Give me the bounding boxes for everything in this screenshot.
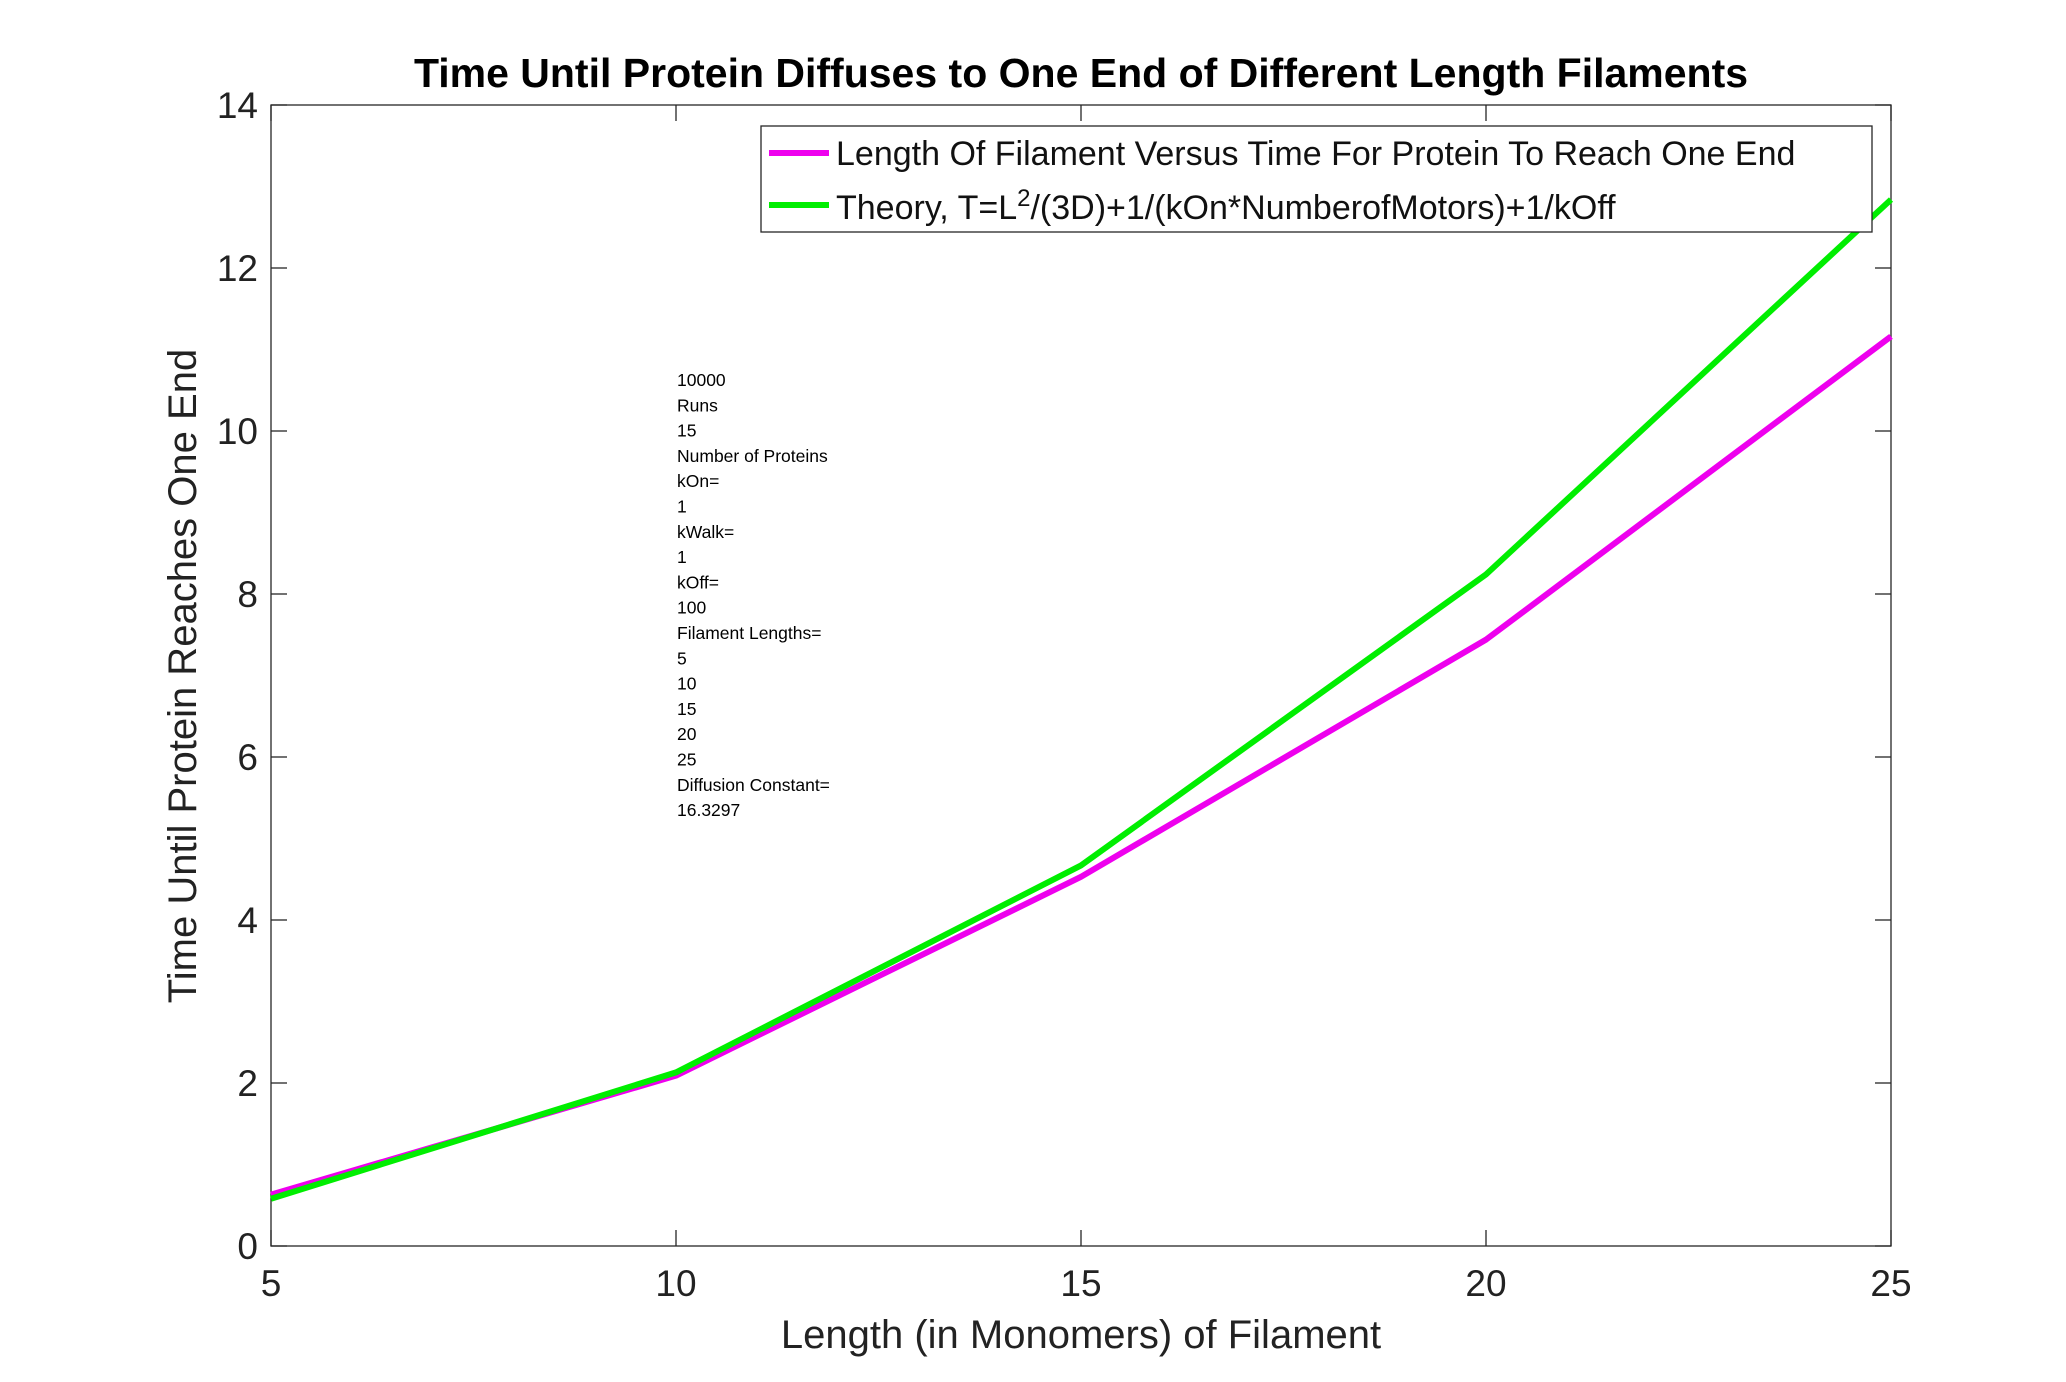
- legend-label-theory: Theory, T=L2/(3D)+1/(kOn*NumberofMotors)…: [836, 185, 1616, 227]
- x-tick-label: 20: [1465, 1263, 1506, 1304]
- x-tick-label: 5: [261, 1263, 282, 1304]
- annotation-line: kOff=: [677, 572, 719, 592]
- x-axis-label: Length (in Monomers) of Filament: [781, 1313, 1381, 1357]
- annotation-line: Runs: [677, 395, 718, 415]
- legend: Length Of Filament Versus Time For Prote…: [760, 125, 1873, 233]
- legend-theory-superscript: 2: [1017, 185, 1030, 212]
- annotation-line: kOn=: [677, 471, 719, 491]
- annotation-line: 1: [677, 547, 687, 567]
- annotation-line: 16.3297: [677, 800, 740, 820]
- y-tick-label: 10: [217, 411, 258, 452]
- series-lines: [270, 197, 1894, 1202]
- y-tick-label: 12: [217, 248, 258, 289]
- annotation-line: 5: [677, 648, 687, 668]
- annotation-line: 20: [677, 724, 697, 744]
- annotation-line: 25: [677, 750, 696, 770]
- y-tick-labels: 0 2 4 6 8 10 12 14: [217, 85, 258, 1267]
- legend-label-simulation: Length Of Filament Versus Time For Prote…: [836, 135, 1795, 173]
- annotation-line: 15: [677, 421, 696, 441]
- legend-theory-part-2: /(3D)+1/(kOn*NumberofMotors)+1/kOff: [1030, 189, 1616, 227]
- annotation-line: 15: [677, 699, 696, 719]
- x-tick-label: 15: [1060, 1263, 1101, 1304]
- x-tick-labels: 5 10 15 20 25: [261, 1263, 1912, 1304]
- chart-title: Time Until Protein Diffuses to One End o…: [414, 50, 1748, 96]
- annotation-line: 100: [677, 598, 706, 618]
- x-tick-label: 10: [655, 1263, 696, 1304]
- y-tick-label: 14: [217, 85, 258, 126]
- axes-box: [270, 104, 1892, 1247]
- annotation-line: Diffusion Constant=: [677, 775, 830, 795]
- annotation-line: 10000: [677, 370, 726, 390]
- y-tick-label: 6: [237, 737, 258, 778]
- x-tick-label: 25: [1870, 1263, 1911, 1304]
- legend-theory-part-1: Theory, T=L: [836, 189, 1017, 227]
- legend-box: [760, 125, 1873, 233]
- plot-area: [270, 104, 1894, 1247]
- y-tick-label: 4: [237, 900, 258, 941]
- series-line-theory: [270, 197, 1894, 1202]
- annotation-line: 10: [677, 674, 697, 694]
- y-tick-label: 0: [237, 1226, 258, 1267]
- annotation-line: kWalk=: [677, 522, 734, 542]
- y-tick-label: 8: [237, 574, 258, 615]
- y-axis-label: Time Until Protein Reaches One End: [161, 349, 205, 1003]
- annotation-line: Filament Lengths=: [677, 623, 821, 643]
- annotation-line: 1: [677, 497, 687, 517]
- axis-ticks: [270, 104, 1892, 1247]
- y-tick-label: 2: [237, 1063, 258, 1104]
- annotation-line: Number of Proteins: [677, 446, 828, 466]
